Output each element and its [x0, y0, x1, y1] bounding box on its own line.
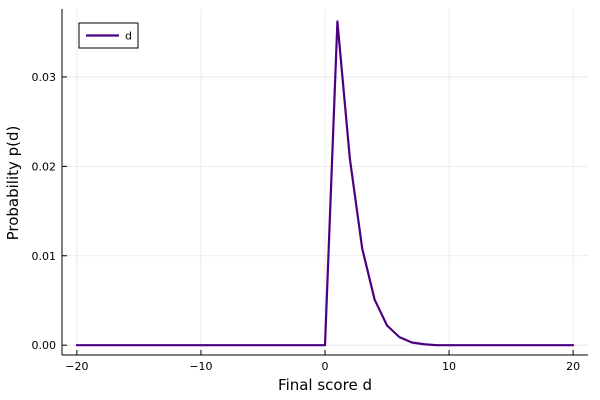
series-line-d [75, 20, 575, 347]
y-tick-label: 0.02 [32, 160, 57, 173]
ticks: −20 −10 0 10 20 0.00 0.01 0.02 0.03 [32, 71, 581, 373]
legend-label-d: d [125, 30, 132, 43]
y-axis-title: Probability p(d) [4, 126, 22, 241]
x-tick-label: −20 [65, 360, 88, 373]
x-tick-label: 10 [442, 360, 456, 373]
x-axis-title: Final score d [278, 376, 372, 394]
legend: d [78, 22, 139, 49]
x-tick-label: 0 [322, 360, 329, 373]
y-tick-label: 0.03 [32, 71, 57, 84]
grid [62, 9, 588, 355]
y-tick-label: 0.01 [32, 250, 57, 263]
y-tick-label: 0.00 [32, 339, 57, 352]
x-tick-label: −10 [189, 360, 212, 373]
series [75, 20, 575, 347]
x-tick-label: 20 [566, 360, 580, 373]
